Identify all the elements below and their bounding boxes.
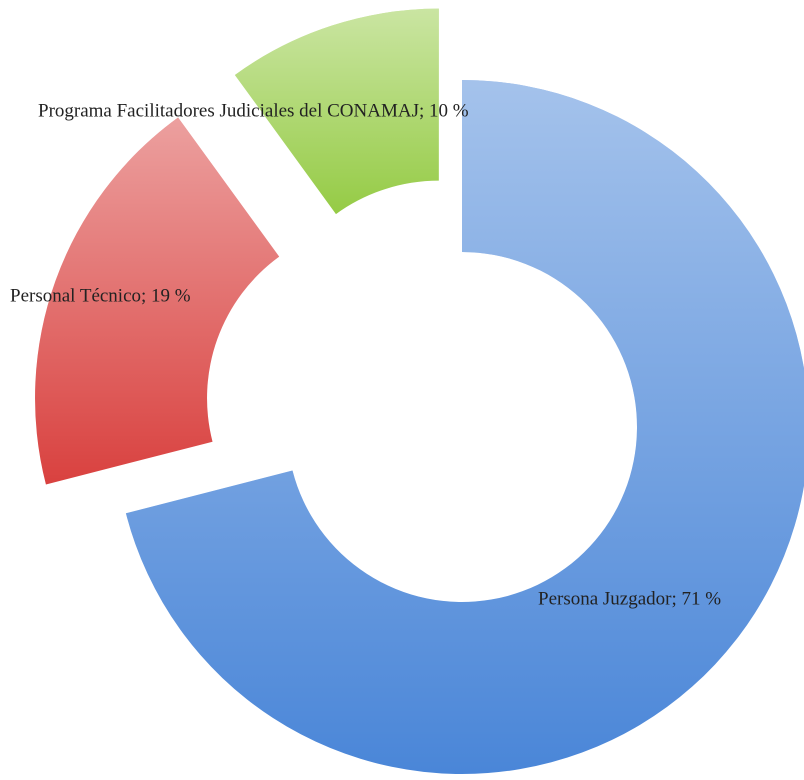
data-label: Personal Técnico; 19 %	[10, 285, 191, 306]
slice-shine	[35, 117, 280, 485]
slice-shine	[125, 80, 804, 774]
slice-shine	[234, 8, 439, 215]
data-label: Persona Juzgador; 71 %	[538, 588, 721, 609]
data-label: Programa Facilitadores Judiciales del CO…	[38, 100, 469, 121]
